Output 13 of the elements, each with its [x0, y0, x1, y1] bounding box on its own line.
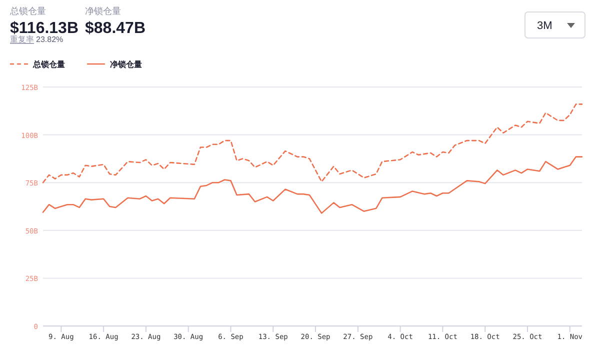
text: 总锁仓量 [9, 6, 46, 16]
line-series [42, 104, 583, 184]
text: 重复率 [10, 35, 34, 44]
legend-item: 总锁仓量 [10, 60, 65, 69]
line-series [42, 156, 583, 214]
text: 23.82% [36, 35, 64, 44]
legend-item: 净锁仓量 [87, 60, 142, 69]
control-dropdown: 3M [524, 12, 586, 38]
legend-label: 总锁仓量 [32, 60, 65, 69]
text: $116.13B [10, 20, 79, 37]
text: 净锁仓量 [85, 6, 121, 16]
text: $88.47B [85, 20, 146, 37]
legend-label: 净锁仓量 [110, 60, 142, 69]
